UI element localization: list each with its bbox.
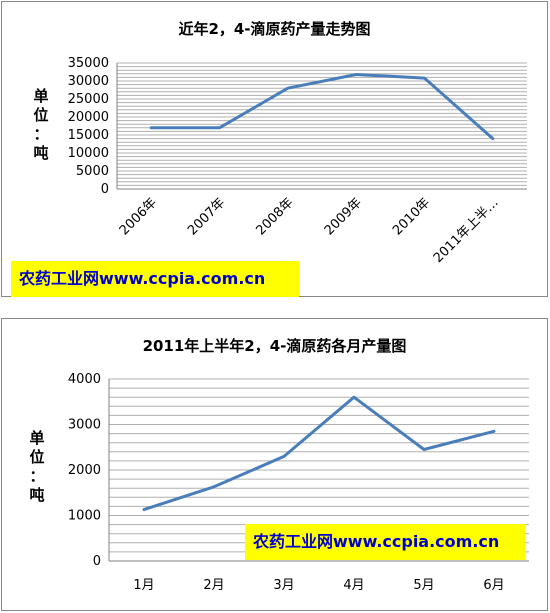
y-axis-label-char: 单 (29, 429, 45, 447)
watermark: 农药工业网www.ccpia.com.cn (245, 524, 525, 560)
series-line (149, 73, 495, 141)
y-tick-label: 35000 (68, 56, 109, 71)
chart-title: 2011年上半年2，4-滴原药各月产量图 (142, 337, 407, 355)
x-tick-label: 6月 (483, 578, 504, 593)
y-tick-label: 15000 (68, 128, 109, 143)
y-axis-label-char: ： (33, 125, 49, 143)
x-tick-label: 3月 (273, 578, 294, 593)
chart-panel-annual: 近年2，4-滴原药产量走势图 单位：吨 35000 30000 25000 20000… (1, 1, 548, 297)
y-axis-label-char: 位 (29, 448, 45, 466)
y-axis-label-char: 吨 (29, 486, 45, 504)
y-tick-label: 0 (101, 182, 109, 197)
x-tick-label: 2010年 (390, 195, 433, 238)
monthly-line-chart: 4000 3000 2000 1000 0 1月 2月 3月 4月 5月 6月 (68, 372, 529, 593)
y-tick-label: 4000 (68, 372, 101, 387)
y-axis-label-text: 单位：吨 (31, 87, 51, 163)
y-tick-label: 2000 (68, 463, 101, 478)
x-tick-label: 2011年上半… (431, 195, 502, 266)
y-tick-label: 3000 (68, 418, 101, 433)
x-tick-label: 2008年 (253, 195, 296, 238)
x-tick-label: 2月 (203, 578, 224, 593)
y-axis-label-text: 单位：吨 (27, 429, 47, 505)
x-tick-label: 2007年 (185, 195, 228, 238)
y-axis-label-char: 吨 (33, 144, 49, 162)
y-tick-label: 5000 (76, 164, 109, 179)
y-tick-label: 10000 (68, 146, 109, 161)
x-tick-label: 4月 (343, 578, 364, 593)
chart-title: 近年2，4-滴原药产量走势图 (178, 20, 371, 38)
series-line (142, 395, 496, 512)
y-tick-label: 20000 (68, 110, 109, 125)
chart-panel-monthly: 2011年上半年2，4-滴原药各月产量图 单位：吨 4000 3000 2000 10… (1, 318, 548, 611)
x-tick-label: 1月 (133, 578, 154, 593)
x-tick-label: 2006年 (117, 195, 160, 238)
y-axis-label-char: 单 (33, 87, 49, 105)
y-axis-label-char: ： (29, 467, 45, 485)
y-tick-label: 25000 (68, 92, 109, 107)
x-tick-label: 2009年 (322, 195, 365, 238)
watermark: 农药工业网www.ccpia.com.cn (11, 261, 299, 297)
y-axis-label-char: 位 (33, 106, 49, 124)
y-axis-label: 单位：吨 (27, 429, 47, 505)
y-tick-label: 30000 (68, 74, 109, 89)
y-axis-label: 单位：吨 (31, 87, 51, 163)
x-tick-label: 5月 (413, 578, 434, 593)
y-tick-label: 0 (93, 554, 101, 569)
annual-line-chart: 35000 30000 25000 20000 15000 10000 5000 0 2006年… (68, 56, 527, 266)
y-tick-label: 1000 (68, 509, 101, 524)
